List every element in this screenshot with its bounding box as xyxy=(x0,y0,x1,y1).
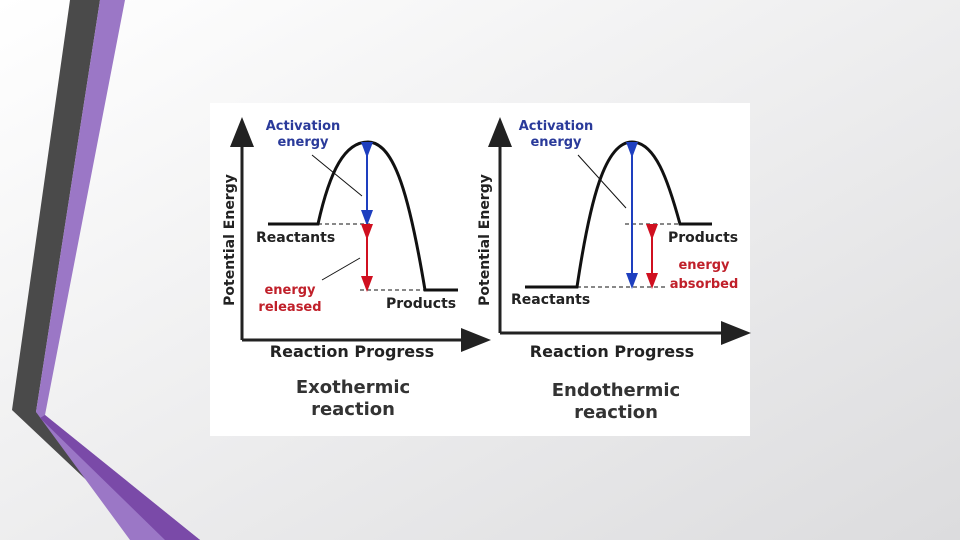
caption: Endothermic reaction xyxy=(552,380,680,423)
y-axis-label: Potential Energy xyxy=(222,174,238,306)
pointer xyxy=(321,257,361,281)
text-line: Activation xyxy=(266,119,341,134)
activation-label: Activation energy xyxy=(266,119,341,150)
decor-stripe xyxy=(36,0,200,540)
text-line: Exothermic xyxy=(296,377,410,398)
exothermic-diagram: Potential Energy Activation energy Reacta… xyxy=(222,117,491,420)
text-line: reaction xyxy=(311,399,395,420)
reactants-label: Reactants xyxy=(511,292,590,308)
pointer xyxy=(577,154,627,209)
diagram-panel xyxy=(210,103,750,436)
y-axis-label: Potential Energy xyxy=(477,174,493,306)
x-axis-label: Reaction Progress xyxy=(270,342,434,361)
decor-stripe xyxy=(12,0,200,540)
text-line: released xyxy=(258,300,321,315)
text-line: energy xyxy=(277,135,329,150)
pointer xyxy=(311,154,363,197)
text-line: energy xyxy=(264,283,316,298)
reactants-label: Reactants xyxy=(256,230,335,246)
caption: Exothermic reaction xyxy=(296,377,410,420)
decor-stripe xyxy=(40,415,200,540)
text-line: energy xyxy=(530,135,582,150)
activation-label: Activation energy xyxy=(519,119,594,150)
text-line: Activation xyxy=(519,119,594,134)
x-axis-label: Reaction Progress xyxy=(530,342,694,361)
text-line: Endothermic xyxy=(552,380,680,401)
text-line: reaction xyxy=(574,402,658,423)
text-line: energy xyxy=(678,258,730,273)
products-label: Products xyxy=(386,296,456,312)
products-label: Products xyxy=(668,230,738,246)
energy-label: energy released xyxy=(258,283,321,315)
text-line: absorbed xyxy=(670,277,739,292)
energy-label: energy absorbed xyxy=(670,258,739,292)
endothermic-diagram: Potential Energy Activation energy Produc… xyxy=(477,117,751,423)
